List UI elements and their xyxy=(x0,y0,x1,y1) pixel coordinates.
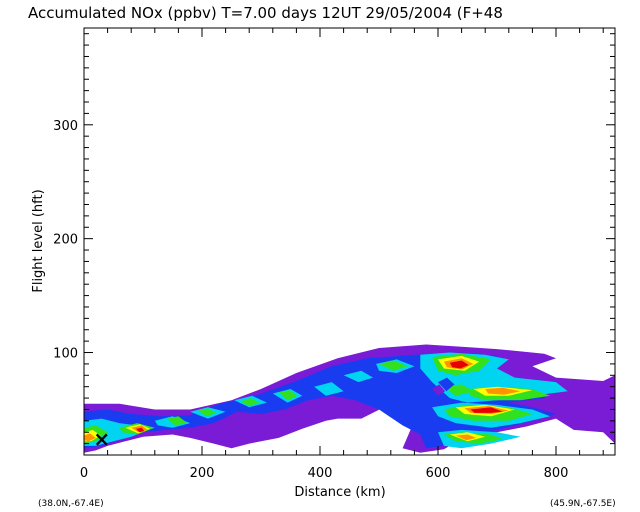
axis-ticks xyxy=(83,28,615,456)
y-tick-label: 300 xyxy=(53,119,78,134)
x-tick-label: 200 xyxy=(190,466,215,481)
contour-green-3-4 xyxy=(240,398,260,406)
y-axis-label: Flight level (hft) xyxy=(31,189,46,292)
x-axis-label: Distance (km) xyxy=(294,485,385,500)
contour-purple-7-0 xyxy=(432,384,446,396)
contour-orange-5-0 xyxy=(84,433,96,442)
contour-green-3-8 xyxy=(443,384,474,396)
contour-green-3-3 xyxy=(197,408,217,417)
contour-red-6-2 xyxy=(135,427,145,433)
x-tick-label: 0 xyxy=(80,466,88,481)
contour-red-6-1 xyxy=(470,407,503,413)
contour-green-3-6 xyxy=(379,360,408,371)
y-tick-label: 100 xyxy=(53,347,78,362)
contour-blue-8-0 xyxy=(438,377,455,392)
contour-green-3-2 xyxy=(166,416,188,426)
contour-cyan-2-5 xyxy=(314,382,344,396)
end-location-label: (45.9N,-67.5E) xyxy=(550,499,616,509)
contour-purple-7-1 xyxy=(320,407,335,417)
start-location-label: (38.0N,-67.4E) xyxy=(38,499,104,509)
contour-orange-5-3 xyxy=(485,387,521,395)
axis-tick-labels: 0 200 400 600 800 100 200 300 xyxy=(53,119,568,481)
source-marker: × xyxy=(93,427,110,451)
y-tick-label: 200 xyxy=(53,233,78,248)
chart-title: Accumulated NOx (ppbv) T=7.00 days 12UT … xyxy=(28,4,503,22)
x-tick-label: 400 xyxy=(308,466,333,481)
contour-fill-group xyxy=(84,344,615,453)
contour-green-3-5 xyxy=(278,390,298,401)
contour-red-6-0 xyxy=(449,360,469,369)
contour-cyan-2-6 xyxy=(343,370,374,383)
contour-orange-5-5 xyxy=(455,434,477,441)
x-tick-label: 800 xyxy=(544,466,569,481)
plot-area xyxy=(84,344,615,453)
x-tick-label: 600 xyxy=(426,466,451,481)
plot-frame xyxy=(83,27,616,456)
